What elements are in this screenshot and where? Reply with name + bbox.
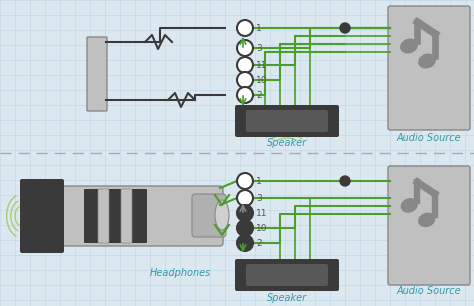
FancyBboxPatch shape xyxy=(388,6,470,130)
Circle shape xyxy=(237,87,253,103)
Text: 1: 1 xyxy=(256,177,262,185)
Circle shape xyxy=(237,190,253,206)
Text: 3: 3 xyxy=(256,193,262,203)
Circle shape xyxy=(237,20,253,36)
Text: Audio Source: Audio Source xyxy=(397,286,461,296)
Text: 11: 11 xyxy=(256,208,267,218)
Text: 11: 11 xyxy=(256,61,267,69)
Circle shape xyxy=(237,220,253,236)
FancyBboxPatch shape xyxy=(235,259,339,291)
Circle shape xyxy=(340,23,350,33)
Circle shape xyxy=(237,173,253,189)
Text: Headphones: Headphones xyxy=(149,268,210,278)
FancyBboxPatch shape xyxy=(84,189,100,243)
FancyBboxPatch shape xyxy=(246,264,328,286)
Text: Speaker: Speaker xyxy=(267,293,307,303)
FancyBboxPatch shape xyxy=(87,37,107,111)
Text: 2: 2 xyxy=(256,238,262,248)
Ellipse shape xyxy=(401,39,417,53)
FancyBboxPatch shape xyxy=(121,189,132,243)
Circle shape xyxy=(237,40,253,56)
Circle shape xyxy=(237,72,253,88)
Ellipse shape xyxy=(401,199,417,212)
Text: 10: 10 xyxy=(256,76,267,84)
Text: 2: 2 xyxy=(256,91,262,99)
FancyBboxPatch shape xyxy=(246,110,328,132)
Ellipse shape xyxy=(419,54,435,68)
FancyBboxPatch shape xyxy=(20,179,64,253)
FancyBboxPatch shape xyxy=(98,189,109,243)
Text: 1: 1 xyxy=(256,24,262,32)
Text: Audio Source: Audio Source xyxy=(397,133,461,143)
Circle shape xyxy=(237,57,253,73)
Text: Speaker: Speaker xyxy=(267,138,307,148)
Circle shape xyxy=(237,205,253,221)
FancyBboxPatch shape xyxy=(388,166,470,285)
Circle shape xyxy=(237,235,253,251)
FancyBboxPatch shape xyxy=(192,194,226,237)
FancyBboxPatch shape xyxy=(235,105,339,137)
Text: 3: 3 xyxy=(256,43,262,53)
Ellipse shape xyxy=(215,200,229,230)
Text: 10: 10 xyxy=(256,223,267,233)
FancyBboxPatch shape xyxy=(131,189,147,243)
Ellipse shape xyxy=(419,213,435,226)
FancyBboxPatch shape xyxy=(62,186,223,246)
Circle shape xyxy=(340,176,350,186)
FancyBboxPatch shape xyxy=(107,189,123,243)
